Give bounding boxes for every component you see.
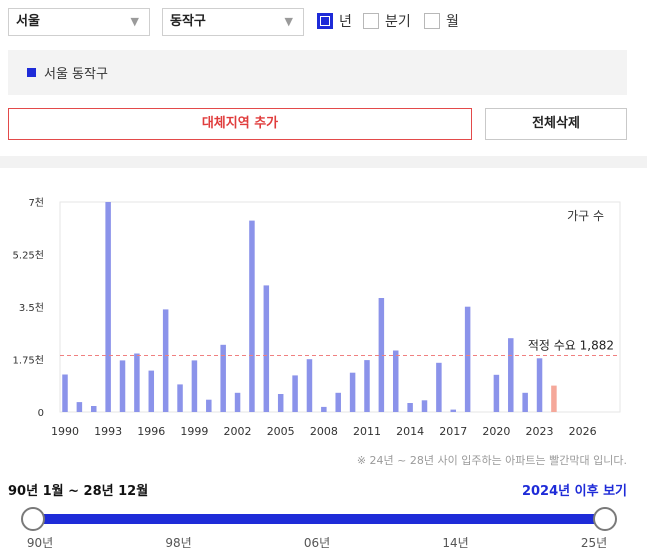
slider-tick-label: 98년 [165, 536, 192, 550]
x-tick-label: 2008 [310, 425, 338, 438]
bar-2024 [551, 385, 557, 412]
x-tick-label: 2020 [482, 425, 510, 438]
region-color-swatch [27, 68, 36, 77]
bar-1997 [162, 309, 169, 412]
y-tick-label: 1.75천 [13, 355, 44, 367]
bar-2017 [450, 409, 457, 412]
y-tick-label: 7천 [28, 197, 44, 209]
region-label: 서울 동작구 [44, 67, 108, 82]
bar-2001 [220, 344, 226, 412]
chart-bars [62, 202, 557, 412]
x-tick-label: 1996 [137, 425, 165, 438]
range-slider-start-handle[interactable] [21, 507, 45, 531]
section-divider [0, 156, 647, 168]
slider-tick-label: 06년 [303, 536, 331, 550]
bar-1993 [105, 202, 111, 412]
bar-2016 [436, 362, 442, 412]
bar-1992 [91, 406, 97, 412]
bar-2012 [378, 298, 385, 412]
x-tick-label: 2014 [396, 425, 424, 438]
add-region-button[interactable]: 대체지역 추가 [8, 108, 472, 140]
bar-2004 [263, 285, 270, 412]
x-tick-label: 1999 [180, 425, 208, 438]
bar-1998 [177, 384, 183, 412]
bar-2015 [421, 400, 428, 412]
bar-2005 [277, 394, 284, 412]
slider-tick-label: 25년 [580, 536, 608, 550]
checkbox-quarter[interactable] [363, 13, 379, 29]
x-tick-label: 1990 [51, 425, 79, 438]
bar-1999 [191, 360, 198, 412]
range-slider-end-handle[interactable] [593, 507, 617, 531]
chevron-down-icon: ▼ [284, 15, 293, 28]
checkbox-year[interactable] [317, 13, 333, 29]
bar-2002 [234, 392, 241, 412]
slider-tick-label: 14년 [442, 536, 469, 550]
selected-regions-panel: 서울 동작구 [8, 50, 627, 95]
bar-2013 [392, 350, 399, 412]
y-axis-ticks: 7천 5.25천 3.5천 1.75천 0 [13, 197, 44, 419]
checkbox-month[interactable] [424, 13, 440, 29]
city-select[interactable]: 서울 ▼ [8, 8, 150, 36]
x-tick-label: 2011 [353, 425, 381, 438]
x-tick-label: 2023 [526, 425, 554, 438]
y-tick-label: 5.25천 [13, 250, 44, 262]
bar-2011 [364, 360, 370, 412]
bar-2021 [508, 338, 514, 412]
slider-tick-label: 90년 [26, 536, 54, 550]
bar-2008 [321, 406, 327, 412]
range-slider-track[interactable] [33, 514, 605, 524]
city-select-value: 서울 [16, 14, 40, 29]
bar-2018 [464, 306, 471, 412]
chevron-down-icon: ▼ [130, 15, 139, 28]
chart-note: ※ 24년 ~ 28년 사이 입주하는 아파트는 빨간막대 입니다. [356, 454, 627, 467]
bar-2003 [249, 220, 255, 412]
reference-line-label: 적정 수요 1,882 [528, 339, 614, 353]
checkbox-year-label: 년 [339, 14, 352, 30]
bar-2006 [292, 375, 298, 412]
bar-2007 [306, 359, 313, 412]
x-tick-label: 2005 [267, 425, 295, 438]
x-axis-ticks: 1990 1993 1996 1999 2002 2005 2008 2011 2014 2017… [51, 425, 597, 438]
bar-1996 [148, 370, 155, 412]
view-after-2024-link[interactable]: 2024년 이후 보기 [521, 484, 627, 499]
supply-bar-chart: 7천 5.25천 3.5천 1.75천 0 1990 1993 1996 1999 2002 20… [13, 197, 621, 438]
bar-1994 [119, 360, 126, 412]
x-tick-label: 2017 [439, 425, 467, 438]
bar-1991 [76, 402, 83, 412]
checkbox-month-label: 월 [446, 14, 459, 30]
bar-2000 [206, 399, 212, 412]
bar-1995 [134, 353, 140, 412]
reference-line-group: 적정 수요 1,882 [60, 339, 620, 357]
bar-2010 [349, 372, 356, 412]
plot-area-border [59, 201, 621, 413]
y-tick-label: 0 [38, 408, 44, 419]
bar-2023 [536, 358, 543, 412]
x-tick-label: 1993 [94, 425, 122, 438]
delete-all-button[interactable]: 전체삭제 [485, 108, 627, 140]
checkbox-quarter-label: 분기 [385, 14, 411, 30]
chart-grid [59, 201, 621, 413]
district-select-value: 동작구 [170, 14, 206, 29]
bar-2014 [407, 403, 413, 412]
district-select[interactable]: 동작구 ▼ [162, 8, 304, 36]
range-label: 90년 1월 ~ 28년 12월 [8, 484, 149, 499]
y-tick-label: 3.5천 [19, 302, 44, 314]
bar-1990 [62, 374, 68, 412]
bar-2022 [522, 392, 528, 412]
bar-2009 [335, 392, 341, 412]
x-tick-label: 2026 [569, 425, 597, 438]
bar-2020 [493, 374, 500, 412]
x-tick-label: 2002 [224, 425, 252, 438]
chart-legend-label: 가구 수 [567, 209, 604, 223]
